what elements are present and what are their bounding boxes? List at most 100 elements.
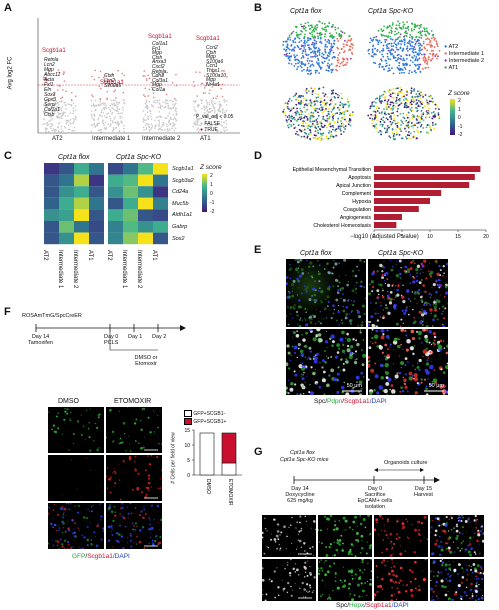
panel-c-col-flox-3: AT1 bbox=[87, 250, 93, 261]
panel-d-category-6: Angiogenesis bbox=[340, 215, 372, 221]
panel-e-title-ko: Cpt1a Spc-KO bbox=[378, 250, 424, 257]
panel-f-day14: Day 14 Tamoxifen bbox=[28, 334, 54, 346]
panel-g-mouse-ko: Cpt1a Spc-KO mice bbox=[280, 457, 329, 463]
panel-c-title-flox: Cpt1a flox bbox=[58, 154, 90, 161]
panel-d-category-4: Hypoxia bbox=[352, 199, 371, 205]
panel-e-image-ko-high: 50 μm bbox=[368, 329, 448, 395]
panel-g-day14: Day 14 Doxycycline 625 mg/kg bbox=[285, 486, 315, 504]
panel-e-image-ko-low bbox=[368, 259, 448, 327]
panel-f-bar-chart: 0 5 10 15 DMSO ETOMOXIR bbox=[184, 428, 242, 505]
panel-a-genes-int2: Col1a1 Fn1 Mgp Ctsh Anxa3 Cxcl2 Retnla Cdh3 Col3… bbox=[152, 41, 168, 93]
panel-a-label: A bbox=[4, 2, 12, 14]
panel-g-image-1-4 bbox=[430, 515, 484, 557]
panel-e-title-flox: Cpt1a flox bbox=[300, 250, 332, 257]
panel-c-col-ko-0: AT2 bbox=[106, 250, 112, 261]
panel-d-category-7: Cholesterol Homeostasis bbox=[313, 223, 371, 229]
panel-f-label: F bbox=[4, 306, 11, 318]
panel-e-scale-left: 50 μm bbox=[346, 383, 362, 389]
panel-f-col-dmso: DMSO bbox=[58, 398, 79, 405]
panel-g-mouse-flox: Cpt1a flox bbox=[290, 450, 315, 456]
panel-g-timeline bbox=[293, 468, 440, 484]
panel-d-xlabel: −log10 (Adjusted P value) bbox=[350, 234, 419, 240]
panel-d-tick-4: 20 bbox=[483, 234, 489, 240]
panel-e-image-flox-high: 50 μm bbox=[286, 329, 366, 395]
panel-c-heatmap bbox=[44, 163, 168, 245]
panel-f-ytick-0: 0 bbox=[187, 473, 190, 479]
panel-f-day0: Day 0 PCLS bbox=[104, 334, 119, 346]
panel-a-genes-at2: Retnla Lcn2 Mgp Abcc11 Acta Fxl1 Eln Sox3 Gpx3 Se… bbox=[44, 57, 61, 118]
panel-f-bar-label-0: DMSO bbox=[205, 479, 211, 494]
panel-f-image-dmso-red bbox=[48, 455, 104, 501]
panel-g-image-1-2 bbox=[318, 515, 372, 557]
panel-a-legend-title: P_val_adj < 0.05 bbox=[196, 114, 234, 120]
panel-f-bar-label-1: ETOMOXIR bbox=[227, 479, 233, 505]
panel-g-image-2-3 bbox=[374, 559, 428, 601]
panel-f-bar-0-0 bbox=[199, 432, 215, 476]
panel-b-title-flox: Cpt1a flox bbox=[290, 8, 322, 15]
panel-d-bar-1 bbox=[374, 174, 475, 180]
panel-a-genes-int1: Ctsh Lcn2 S100a6 bbox=[104, 73, 122, 89]
panel-e-scale-right: 50 μm bbox=[428, 383, 444, 389]
panel-a-volcano bbox=[37, 18, 240, 134]
panel-f-col-etomoxir: ETOMOXIR bbox=[114, 398, 152, 405]
panel-d-category-1: Apoptosis bbox=[348, 175, 371, 181]
panel-d-bar-4 bbox=[374, 198, 430, 204]
panel-f-day2: Day 2 bbox=[152, 334, 167, 340]
panel-f-ytick-1: 5 bbox=[187, 458, 190, 464]
panel-d-category-3: Complement bbox=[342, 191, 372, 197]
panel-a-legend-true: ● TRUE bbox=[200, 127, 218, 133]
panel-e-label: E bbox=[254, 244, 262, 256]
panel-c-label: C bbox=[4, 150, 12, 162]
panel-a-group-int1: Intermediate 1 bbox=[92, 136, 131, 142]
panel-f-image-dmso-green bbox=[48, 407, 104, 453]
panel-g-image-2-1 bbox=[262, 559, 316, 601]
panel-b-label: B bbox=[254, 2, 262, 14]
panel-c-zscore-title: Z score bbox=[200, 164, 222, 171]
panel-f-image-eto-red bbox=[106, 455, 162, 501]
panel-g-image-1-3 bbox=[374, 515, 428, 557]
panel-f-day1: Day 1 bbox=[128, 334, 143, 340]
panel-a-scgb1a1-int1: Scgb1a1 bbox=[100, 80, 124, 86]
panel-d-tick-3: 15 bbox=[455, 234, 461, 240]
panel-d-bar-5 bbox=[374, 206, 419, 212]
panel-g-day15: Day 15 Harvest bbox=[414, 486, 433, 498]
panel-f-mouse-line: ROSAmTmG/SpcCreER bbox=[22, 313, 82, 319]
panel-b-zscore-ticks: 2 1 0 -1 -2 bbox=[458, 98, 463, 138]
panel-g-image-2-4 bbox=[430, 559, 484, 601]
panel-f-caption: GFP/Scgb1a1/DAPI bbox=[72, 553, 130, 560]
panel-d-category-0: Epithelial Mesenchymal Transition bbox=[293, 167, 372, 173]
panel-d-bar-0 bbox=[374, 166, 481, 172]
panel-f-bar-legend: GFP+SCGB1- GFP+SCGB1+ bbox=[184, 410, 226, 426]
panel-g-label: G bbox=[254, 446, 263, 458]
panel-a-ylabel: Avg log2 FC bbox=[7, 56, 14, 90]
panel-d-bar-6 bbox=[374, 214, 402, 220]
panel-f-ytick-3: 15 bbox=[184, 428, 190, 434]
panel-c-gene-labels: Scgb1a1 Scgb3a2 Cd24a Muc5b Aldh1a1 Gabrp Sox2 bbox=[172, 166, 194, 242]
panel-c-col-ko-3: AT1 bbox=[151, 250, 157, 261]
panel-a-scgb1a1-at1: Scgb1a1 bbox=[196, 36, 220, 42]
panel-d-tick-2: 10 bbox=[427, 234, 433, 240]
panel-c-col-flox-0: AT2 bbox=[42, 250, 48, 261]
panel-g-caption: Spc/Hopx/Scgb1a1/DAPI bbox=[336, 602, 409, 609]
panel-g-image-1-1 bbox=[262, 515, 316, 557]
panel-b-legend: ● AT2 ● Intermediate 1 ● Intermediate 2 … bbox=[444, 44, 485, 71]
panel-c-col-ko-1: Intermediate 1 bbox=[121, 250, 127, 289]
panel-a-legend-false: ● FALSE bbox=[200, 121, 220, 127]
panel-a-genes-at1: Ccn2 Ctsh Mgp S100a6 Ccn1 Thbs1 S100a10 Mgp Nr4a… bbox=[206, 45, 227, 88]
panel-c-col-flox-1: Intermediate 1 bbox=[57, 250, 63, 289]
panel-c-title-ko: Cpt1a Spc-KO bbox=[116, 154, 162, 161]
panel-f-bar-ylabel: # Cells per field of view bbox=[170, 432, 177, 484]
panel-b-umaps bbox=[282, 20, 441, 142]
panel-d-category-5: Coagulation bbox=[343, 207, 371, 213]
panel-g-organoids: Organoids culture bbox=[384, 460, 428, 466]
panel-f-image-dmso-merge bbox=[48, 503, 104, 549]
panel-e-caption: Spc/Pdpn/Scgb1a1/DAPI bbox=[314, 398, 387, 405]
panel-d-label: D bbox=[254, 150, 262, 162]
panel-f-ytick-2: 10 bbox=[184, 443, 190, 449]
panel-d-category-2: Apical Junction bbox=[336, 183, 371, 189]
panel-d-bar-3 bbox=[374, 190, 442, 196]
panel-f-timeline bbox=[35, 324, 186, 351]
panel-b-title-ko: Cpt1a Spc-KO bbox=[368, 8, 414, 15]
panel-c-col-ko-2: Intermediate 2 bbox=[136, 250, 142, 289]
panel-d-tick-0: 0 bbox=[373, 234, 376, 240]
